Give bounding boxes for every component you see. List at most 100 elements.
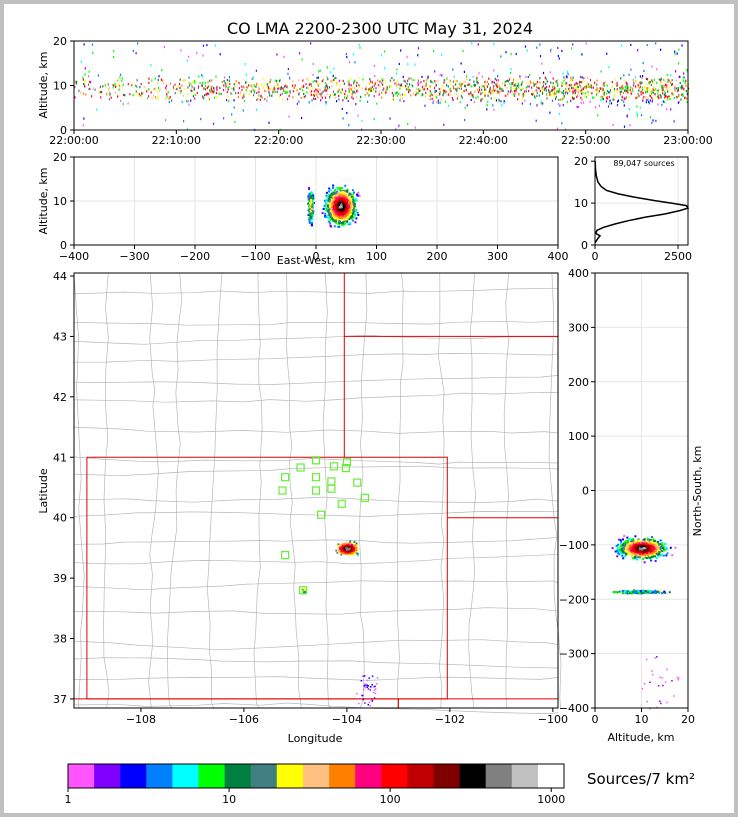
data-point bbox=[557, 90, 559, 93]
data-point bbox=[331, 200, 334, 202]
data-point bbox=[358, 76, 360, 80]
data-point bbox=[154, 77, 156, 80]
data-point bbox=[397, 125, 399, 128]
data-point bbox=[208, 98, 210, 101]
y-tick-label: 40 bbox=[53, 512, 67, 525]
data-point bbox=[169, 96, 171, 99]
data-point bbox=[535, 82, 537, 86]
data-point bbox=[460, 87, 462, 90]
data-point bbox=[329, 215, 332, 218]
data-point bbox=[513, 93, 515, 96]
x-tick-label: 22:30:00 bbox=[356, 134, 405, 147]
data-point bbox=[235, 80, 237, 84]
data-point bbox=[299, 87, 301, 91]
data-point bbox=[552, 82, 554, 85]
data-point bbox=[602, 98, 604, 101]
data-point bbox=[348, 551, 351, 554]
data-point bbox=[351, 193, 354, 196]
data-point bbox=[548, 89, 550, 92]
data-point bbox=[666, 84, 668, 87]
data-point bbox=[677, 87, 679, 90]
data-point bbox=[309, 209, 312, 212]
data-point bbox=[258, 94, 260, 97]
data-point bbox=[652, 81, 654, 85]
data-point bbox=[333, 67, 335, 70]
data-point bbox=[539, 77, 541, 80]
data-point bbox=[318, 70, 320, 73]
data-point bbox=[107, 83, 109, 86]
data-point bbox=[469, 83, 471, 86]
data-point bbox=[554, 95, 556, 98]
data-point bbox=[616, 84, 618, 87]
data-point bbox=[563, 89, 565, 92]
data-point bbox=[121, 79, 123, 82]
data-point bbox=[375, 683, 378, 685]
data-point bbox=[658, 89, 660, 92]
data-point bbox=[634, 535, 637, 538]
data-point bbox=[686, 69, 688, 72]
data-point bbox=[122, 102, 124, 106]
data-point bbox=[587, 90, 589, 93]
data-point bbox=[417, 88, 420, 91]
data-point bbox=[419, 89, 421, 92]
data-point bbox=[266, 96, 269, 99]
data-point bbox=[493, 69, 495, 72]
data-point bbox=[251, 77, 253, 80]
data-point bbox=[117, 78, 119, 81]
data-point bbox=[589, 79, 592, 82]
data-point bbox=[570, 76, 572, 79]
data-point bbox=[346, 196, 349, 199]
data-point bbox=[627, 89, 629, 92]
data-point bbox=[241, 96, 244, 99]
data-point bbox=[321, 96, 323, 99]
data-point bbox=[677, 101, 679, 104]
data-point bbox=[345, 545, 348, 547]
data-point bbox=[309, 204, 312, 207]
data-point bbox=[308, 87, 310, 90]
data-point bbox=[570, 99, 572, 102]
data-point bbox=[626, 113, 628, 117]
data-point bbox=[669, 74, 672, 77]
data-point bbox=[478, 86, 481, 89]
data-point bbox=[662, 100, 664, 103]
data-point bbox=[213, 87, 215, 90]
data-point bbox=[191, 85, 193, 88]
data-point bbox=[338, 223, 341, 226]
data-point bbox=[122, 83, 124, 86]
lma-station-marker bbox=[317, 510, 326, 519]
data-point bbox=[626, 83, 629, 86]
data-point bbox=[302, 84, 305, 87]
data-point bbox=[628, 542, 631, 545]
data-point bbox=[351, 93, 353, 96]
data-point bbox=[481, 75, 483, 78]
data-point bbox=[497, 75, 499, 78]
data-point bbox=[659, 546, 662, 549]
data-point bbox=[515, 90, 517, 93]
data-point bbox=[338, 98, 340, 101]
data-point bbox=[686, 100, 688, 104]
data-point bbox=[347, 545, 350, 548]
data-point bbox=[350, 545, 353, 548]
data-point bbox=[329, 94, 331, 97]
data-point bbox=[447, 85, 449, 88]
data-point bbox=[648, 102, 650, 105]
data-point bbox=[262, 86, 264, 89]
data-point bbox=[545, 89, 547, 92]
data-point bbox=[417, 84, 419, 87]
histogram-line bbox=[594, 161, 690, 244]
data-point bbox=[677, 62, 680, 65]
data-point bbox=[292, 96, 294, 99]
data-point bbox=[466, 104, 468, 107]
data-point bbox=[171, 99, 173, 102]
data-point bbox=[524, 45, 527, 48]
data-point bbox=[486, 80, 489, 83]
data-point bbox=[601, 97, 603, 100]
data-point bbox=[329, 214, 332, 217]
data-point bbox=[112, 84, 114, 87]
data-point bbox=[356, 547, 358, 550]
data-point bbox=[605, 96, 608, 99]
data-point bbox=[301, 58, 303, 61]
data-point bbox=[288, 94, 290, 97]
data-point bbox=[652, 538, 655, 541]
data-point bbox=[348, 61, 351, 64]
